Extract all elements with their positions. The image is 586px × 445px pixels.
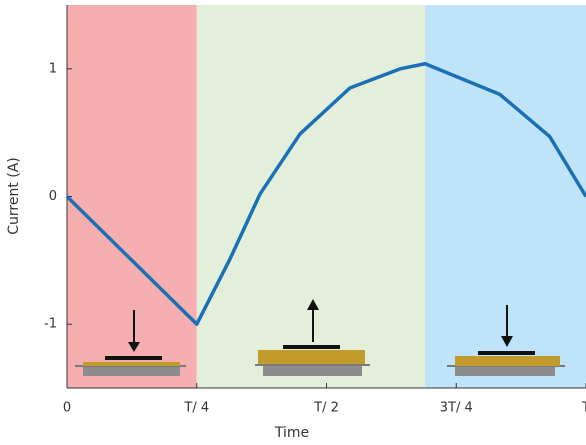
y-tick-label: -1 (44, 317, 57, 332)
arrow-head (128, 342, 140, 352)
x-tick-label: T/ 4 (183, 401, 209, 416)
plate (105, 356, 162, 360)
y-tick-label: 0 (49, 189, 57, 204)
plate (283, 345, 340, 349)
x-tick-label: T (581, 401, 586, 416)
x-tick-label: 3T/ 4 (440, 401, 473, 416)
arrow-head (501, 336, 513, 347)
region (425, 5, 586, 388)
arrow-head (307, 299, 319, 310)
regions (67, 5, 586, 388)
layer (455, 356, 560, 366)
base (263, 364, 362, 376)
y-axis-label: Current (A) (6, 157, 22, 235)
plate (478, 351, 535, 355)
layer (258, 350, 365, 364)
layer (83, 362, 180, 366)
region (67, 5, 197, 388)
x-axis-label: Time (274, 425, 309, 441)
base (83, 366, 180, 376)
y-tick-label: 1 (49, 61, 57, 76)
region (196, 5, 426, 388)
x-tick-label: T/ 2 (313, 401, 339, 416)
line (65, 61, 586, 326)
x-tick-label: 0 (63, 401, 71, 416)
icons (75, 299, 565, 376)
base (455, 366, 555, 376)
